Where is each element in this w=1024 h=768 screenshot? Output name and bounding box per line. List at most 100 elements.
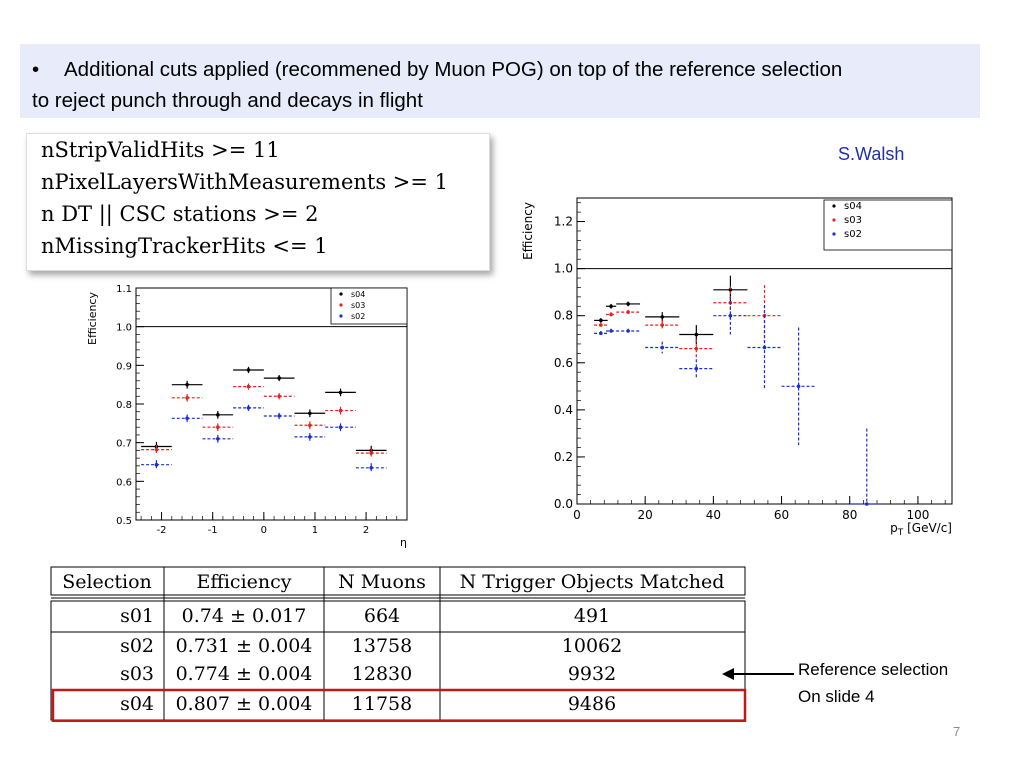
marker (609, 304, 613, 309)
table-cell: 9486 (568, 693, 616, 715)
legend-entry-s04: s04 (844, 201, 862, 212)
table-cell: 0.774 ± 0.004 (176, 663, 313, 685)
marker (626, 329, 630, 333)
table-cell: s03 (120, 663, 154, 685)
data-point-s04 (594, 318, 608, 323)
data-point-s02 (645, 341, 680, 354)
data-point-s02 (171, 414, 203, 423)
table-cell: 10062 (562, 635, 622, 657)
data-point-s03 (679, 339, 714, 359)
x-tick-label: 1 (312, 525, 318, 536)
marker (609, 329, 613, 333)
data-point-s02 (263, 412, 295, 420)
table-header: Efficiency (196, 571, 291, 593)
title-line-2: to reject punch through and decays in fl… (32, 89, 423, 112)
x-tick-label: 2 (363, 525, 369, 536)
marker (338, 390, 343, 395)
marker (246, 384, 251, 389)
legend-marker (339, 292, 343, 296)
y-tick-label: 0.6 (116, 477, 132, 488)
marker (626, 302, 630, 306)
data-point-s02 (594, 330, 608, 336)
legend-entry-s02: s02 (351, 312, 365, 321)
marker (694, 366, 699, 371)
cut-line: n DT || CSC stations >= 2 (41, 202, 319, 226)
marker (185, 396, 189, 400)
marker (216, 413, 220, 417)
y-tick-label: 1.1 (116, 284, 132, 295)
data-point-s02 (294, 433, 326, 441)
data-point-s02 (849, 428, 884, 506)
table-cell: 0.807 ± 0.004 (176, 693, 313, 715)
y-tick-label: 1.2 (554, 215, 573, 229)
x-tick-label: 100 (906, 508, 929, 522)
legend-marker (832, 218, 836, 222)
marker (277, 376, 281, 380)
arrow-icon (722, 668, 794, 680)
data-point-s02 (202, 434, 234, 443)
marker (796, 384, 801, 389)
y-tick-label: 0.9 (116, 361, 132, 372)
x-tick-label: 80 (842, 508, 857, 522)
y-tick-label: 1.0 (116, 323, 132, 334)
reference-note: Reference selection On slide 4 (798, 656, 948, 710)
eta-efficiency-plot: 0.5 0.6 0.7 0.8 0.9 1.0 1.1 -2 -1 0 1 2 Efficiency η s… (86, 284, 408, 549)
table-cell: 0.731 ± 0.004 (176, 635, 313, 657)
marker (609, 312, 613, 317)
note-line-1: Reference selection (798, 660, 949, 679)
legend-marker (339, 303, 343, 307)
marker (694, 346, 699, 351)
cut-line: nPixelLayersWithMeasurements >= 1 (41, 170, 449, 194)
data-point-s04 (294, 409, 326, 418)
legend-marker (339, 314, 343, 318)
marker (660, 345, 665, 350)
table-cell: s01 (120, 605, 154, 627)
pt-efficiency-plot: 0.0 0.2 0.4 0.6 0.8 1.0 1.2 0 20 40 60 80 100 Efficie… (521, 197, 953, 538)
x-tick-label: 20 (638, 508, 653, 522)
x-tick-label: 60 (774, 508, 789, 522)
cut-line: nStripValidHits >= 11 (41, 138, 280, 162)
table-header-border (50, 566, 746, 596)
table-header: N Trigger Objects Matched (460, 571, 725, 593)
marker (246, 368, 251, 372)
data-point-s02 (679, 359, 714, 379)
data-point-s04 (171, 380, 203, 389)
highlight-box (51, 688, 747, 722)
legend-entry-s03: s03 (351, 301, 365, 310)
marker (338, 425, 343, 429)
marker (626, 310, 630, 314)
marker (762, 345, 767, 350)
y-axis-label: Efficiency (521, 202, 535, 260)
data-point-s03 (202, 423, 234, 432)
x-tick-label: 0 (573, 508, 581, 522)
marker (308, 423, 312, 428)
title-banner: • Additional cuts applied (recommened by … (20, 44, 980, 118)
data-point-s04 (605, 303, 617, 309)
page-number: 7 (953, 724, 961, 739)
y-tick-label: 0.0 (554, 497, 573, 511)
marker (277, 414, 281, 418)
y-tick-label: 0.8 (116, 400, 132, 411)
marker (338, 408, 343, 413)
data-point-s04 (263, 375, 295, 382)
table-cell: s02 (120, 635, 154, 657)
data-point-s04 (202, 410, 234, 419)
marker (660, 315, 665, 319)
table-cell: 12830 (352, 663, 412, 685)
data-point-s03 (616, 309, 641, 315)
x-tick-label: -2 (157, 525, 167, 536)
author-label: S.Walsh (838, 144, 905, 164)
data-point-s02 (616, 328, 641, 334)
legend-entry-s04: s04 (351, 290, 365, 299)
legend-box (823, 199, 953, 251)
data-point-s03 (141, 444, 172, 455)
marker (308, 435, 312, 439)
table-cell: s04 (120, 693, 154, 715)
marker (864, 502, 869, 506)
legend: s04 s03 s02 (823, 199, 953, 251)
marker (369, 451, 374, 455)
data-point-s03 (263, 393, 295, 400)
marker (694, 332, 699, 337)
marker (660, 323, 665, 327)
legend: s04 s03 s02 (330, 287, 408, 325)
